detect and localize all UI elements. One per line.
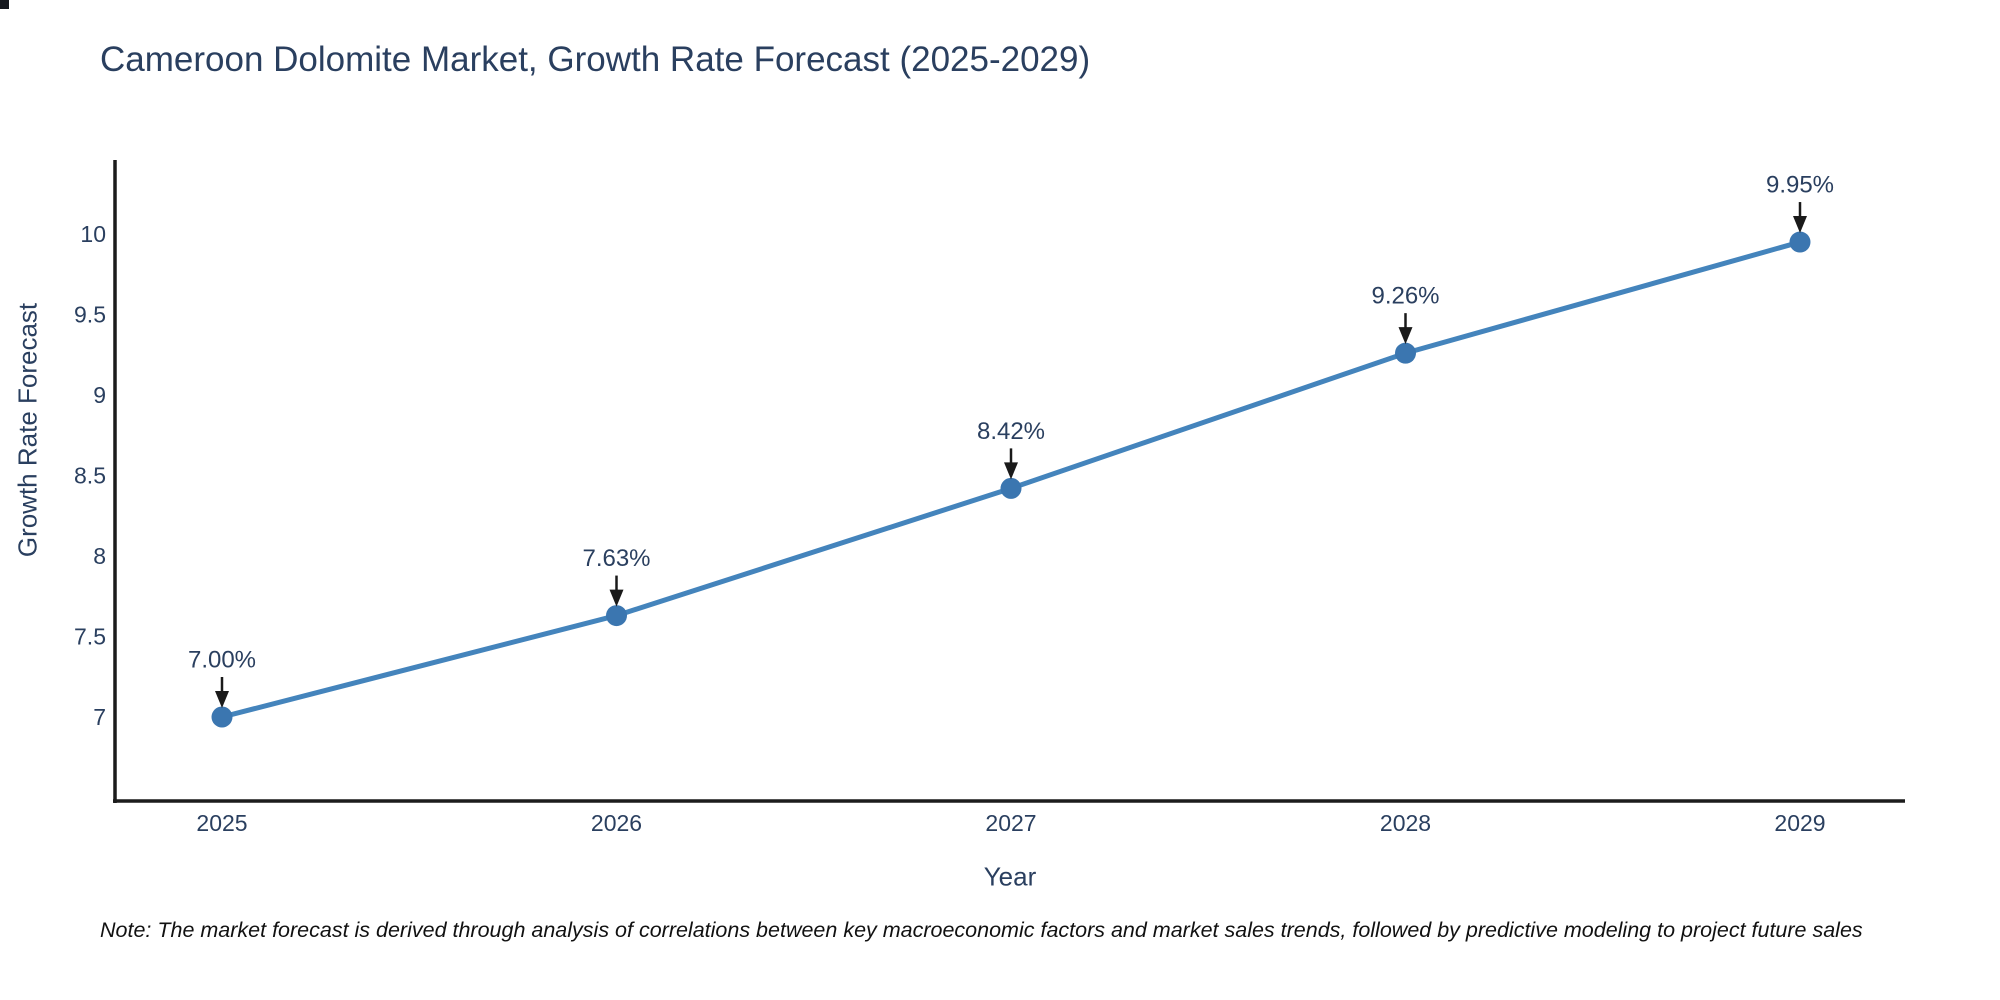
data-point-label: 9.26%	[1371, 283, 1439, 310]
annotation-arrow-head	[1793, 216, 1807, 234]
x-axis-title: Year	[983, 861, 1037, 892]
annotation-arrow-head	[1004, 462, 1018, 480]
data-point-marker	[606, 605, 627, 627]
y-tick-label: 9.5	[74, 302, 106, 328]
x-tick-label: 2029	[1774, 810, 1825, 836]
y-tick-label: 7.5	[74, 624, 106, 650]
footnote: Note: The market forecast is derived thr…	[100, 918, 1863, 942]
y-tick-label: 8	[93, 543, 106, 569]
annotation-arrow-head	[609, 589, 624, 607]
data-point-marker	[211, 706, 233, 728]
y-tick-label: 9	[93, 382, 106, 408]
y-tick-label: 7	[93, 704, 106, 730]
chart-title: Cameroon Dolomite Market, Growth Rate Fo…	[100, 40, 1091, 79]
annotation-arrow-head	[1398, 327, 1413, 345]
data-point-marker	[1000, 477, 1022, 499]
x-tick-label: 2027	[985, 810, 1036, 836]
data-point-label: 8.42%	[977, 418, 1045, 445]
corner-artifact	[0, 0, 9, 9]
data-point-label: 7.63%	[582, 545, 650, 572]
y-tick-label: 8.5	[74, 463, 106, 489]
x-tick-label: 2028	[1380, 810, 1431, 836]
x-tick-label: 2025	[196, 810, 247, 836]
y-axis-title: Growth Rate Forecast	[12, 302, 43, 558]
x-tick-label: 2026	[591, 810, 642, 836]
data-point-label: 7.00%	[188, 646, 256, 673]
data-point-label: 9.95%	[1766, 171, 1834, 198]
annotation-arrow-head	[215, 691, 229, 708]
y-tick-label: 10	[80, 221, 106, 247]
data-point-marker	[1395, 342, 1416, 364]
data-point-marker	[1789, 231, 1811, 253]
